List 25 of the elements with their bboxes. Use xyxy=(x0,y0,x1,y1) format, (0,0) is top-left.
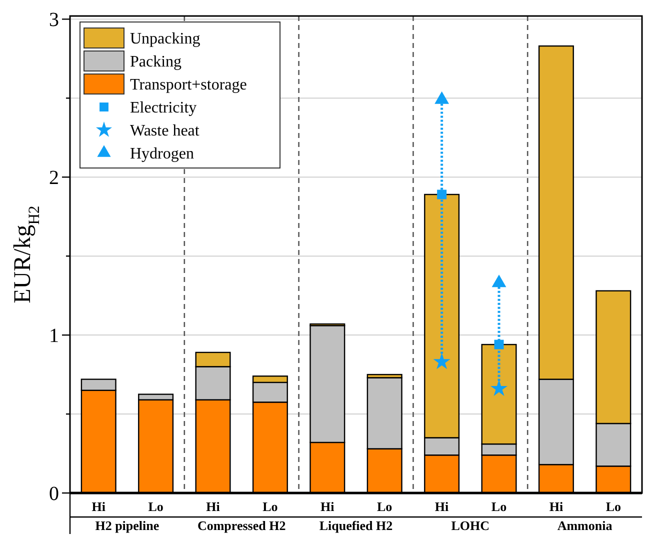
x-tick-label: Hi xyxy=(320,499,335,514)
y-tick-label: 2 xyxy=(49,167,59,190)
x-tick-label: Lo xyxy=(262,499,278,514)
text: Compressed H2 xyxy=(197,518,286,533)
x-tick-label: Hi xyxy=(92,499,106,514)
legend-label: Waste heat xyxy=(130,122,200,140)
x-tick-label: Hi xyxy=(549,499,564,514)
y-tick-label: 0 xyxy=(49,483,59,505)
legend-label: Electricity xyxy=(130,100,197,117)
text: LOHC xyxy=(451,518,490,533)
x-tick-label: Lo xyxy=(606,499,621,514)
legend-label: Transport+storage xyxy=(130,76,247,94)
legend-label: Hydrogen xyxy=(130,146,194,163)
y-tick-label: 1 xyxy=(49,325,59,348)
text: H2 pipeline xyxy=(95,518,160,533)
text: Liquefied H2 xyxy=(319,518,393,533)
legend-label: Packing xyxy=(130,54,182,71)
x-tick-label: Lo xyxy=(148,499,164,514)
x-tick-label: Hi xyxy=(206,499,220,514)
text: Ammonia xyxy=(557,518,613,533)
y-tick-label: 3 xyxy=(49,9,59,32)
x-tick-label: Lo xyxy=(491,499,507,514)
legend-label: Unpacking xyxy=(130,30,200,48)
x-tick-label: Lo xyxy=(377,499,392,514)
x-tick-label: Hi xyxy=(434,499,450,514)
